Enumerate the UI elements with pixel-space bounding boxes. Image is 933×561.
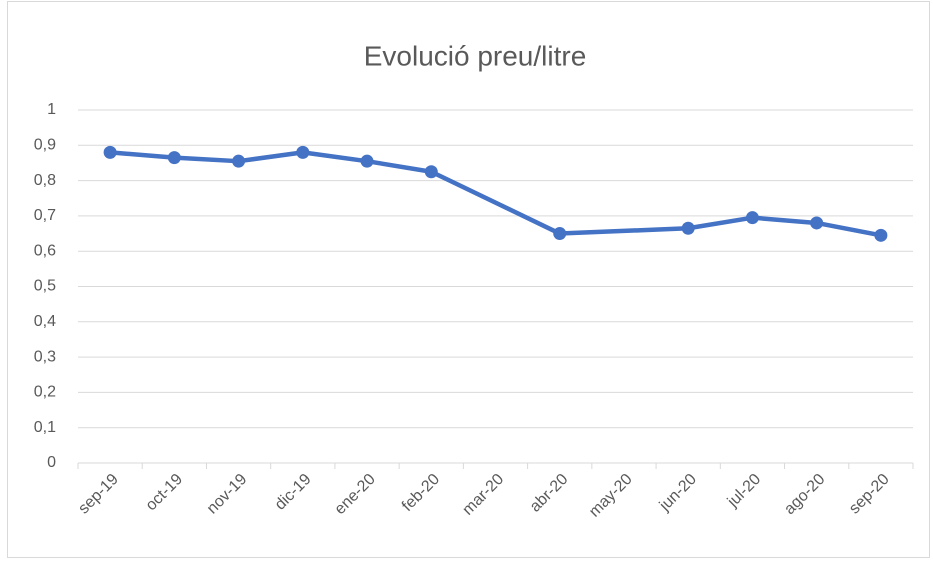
data-point xyxy=(681,221,695,235)
chart-border xyxy=(7,1,930,558)
data-point xyxy=(232,154,246,168)
data-point xyxy=(296,145,310,159)
y-tick-label: 0,5 xyxy=(34,278,56,295)
data-point xyxy=(810,216,824,230)
y-tick-label: 0,1 xyxy=(34,419,56,436)
data-point xyxy=(553,227,567,241)
y-tick-label: 0,7 xyxy=(34,207,56,224)
y-tick-label: 0,6 xyxy=(34,242,56,259)
y-tick-label: 0,8 xyxy=(34,172,56,189)
data-point xyxy=(745,211,759,225)
chart-title: Evolució preu/litre xyxy=(364,40,587,71)
y-tick-label: 0,2 xyxy=(34,384,56,401)
data-point xyxy=(874,228,888,242)
data-point xyxy=(424,165,438,179)
data-point xyxy=(360,154,374,168)
data-point xyxy=(103,145,117,159)
data-point xyxy=(167,151,181,165)
y-tick-label: 0,9 xyxy=(34,137,56,154)
y-tick-label: 1 xyxy=(47,101,56,118)
y-tick-label: 0,4 xyxy=(34,313,56,330)
y-tick-label: 0 xyxy=(47,454,56,471)
y-tick-label: 0,3 xyxy=(34,348,56,365)
